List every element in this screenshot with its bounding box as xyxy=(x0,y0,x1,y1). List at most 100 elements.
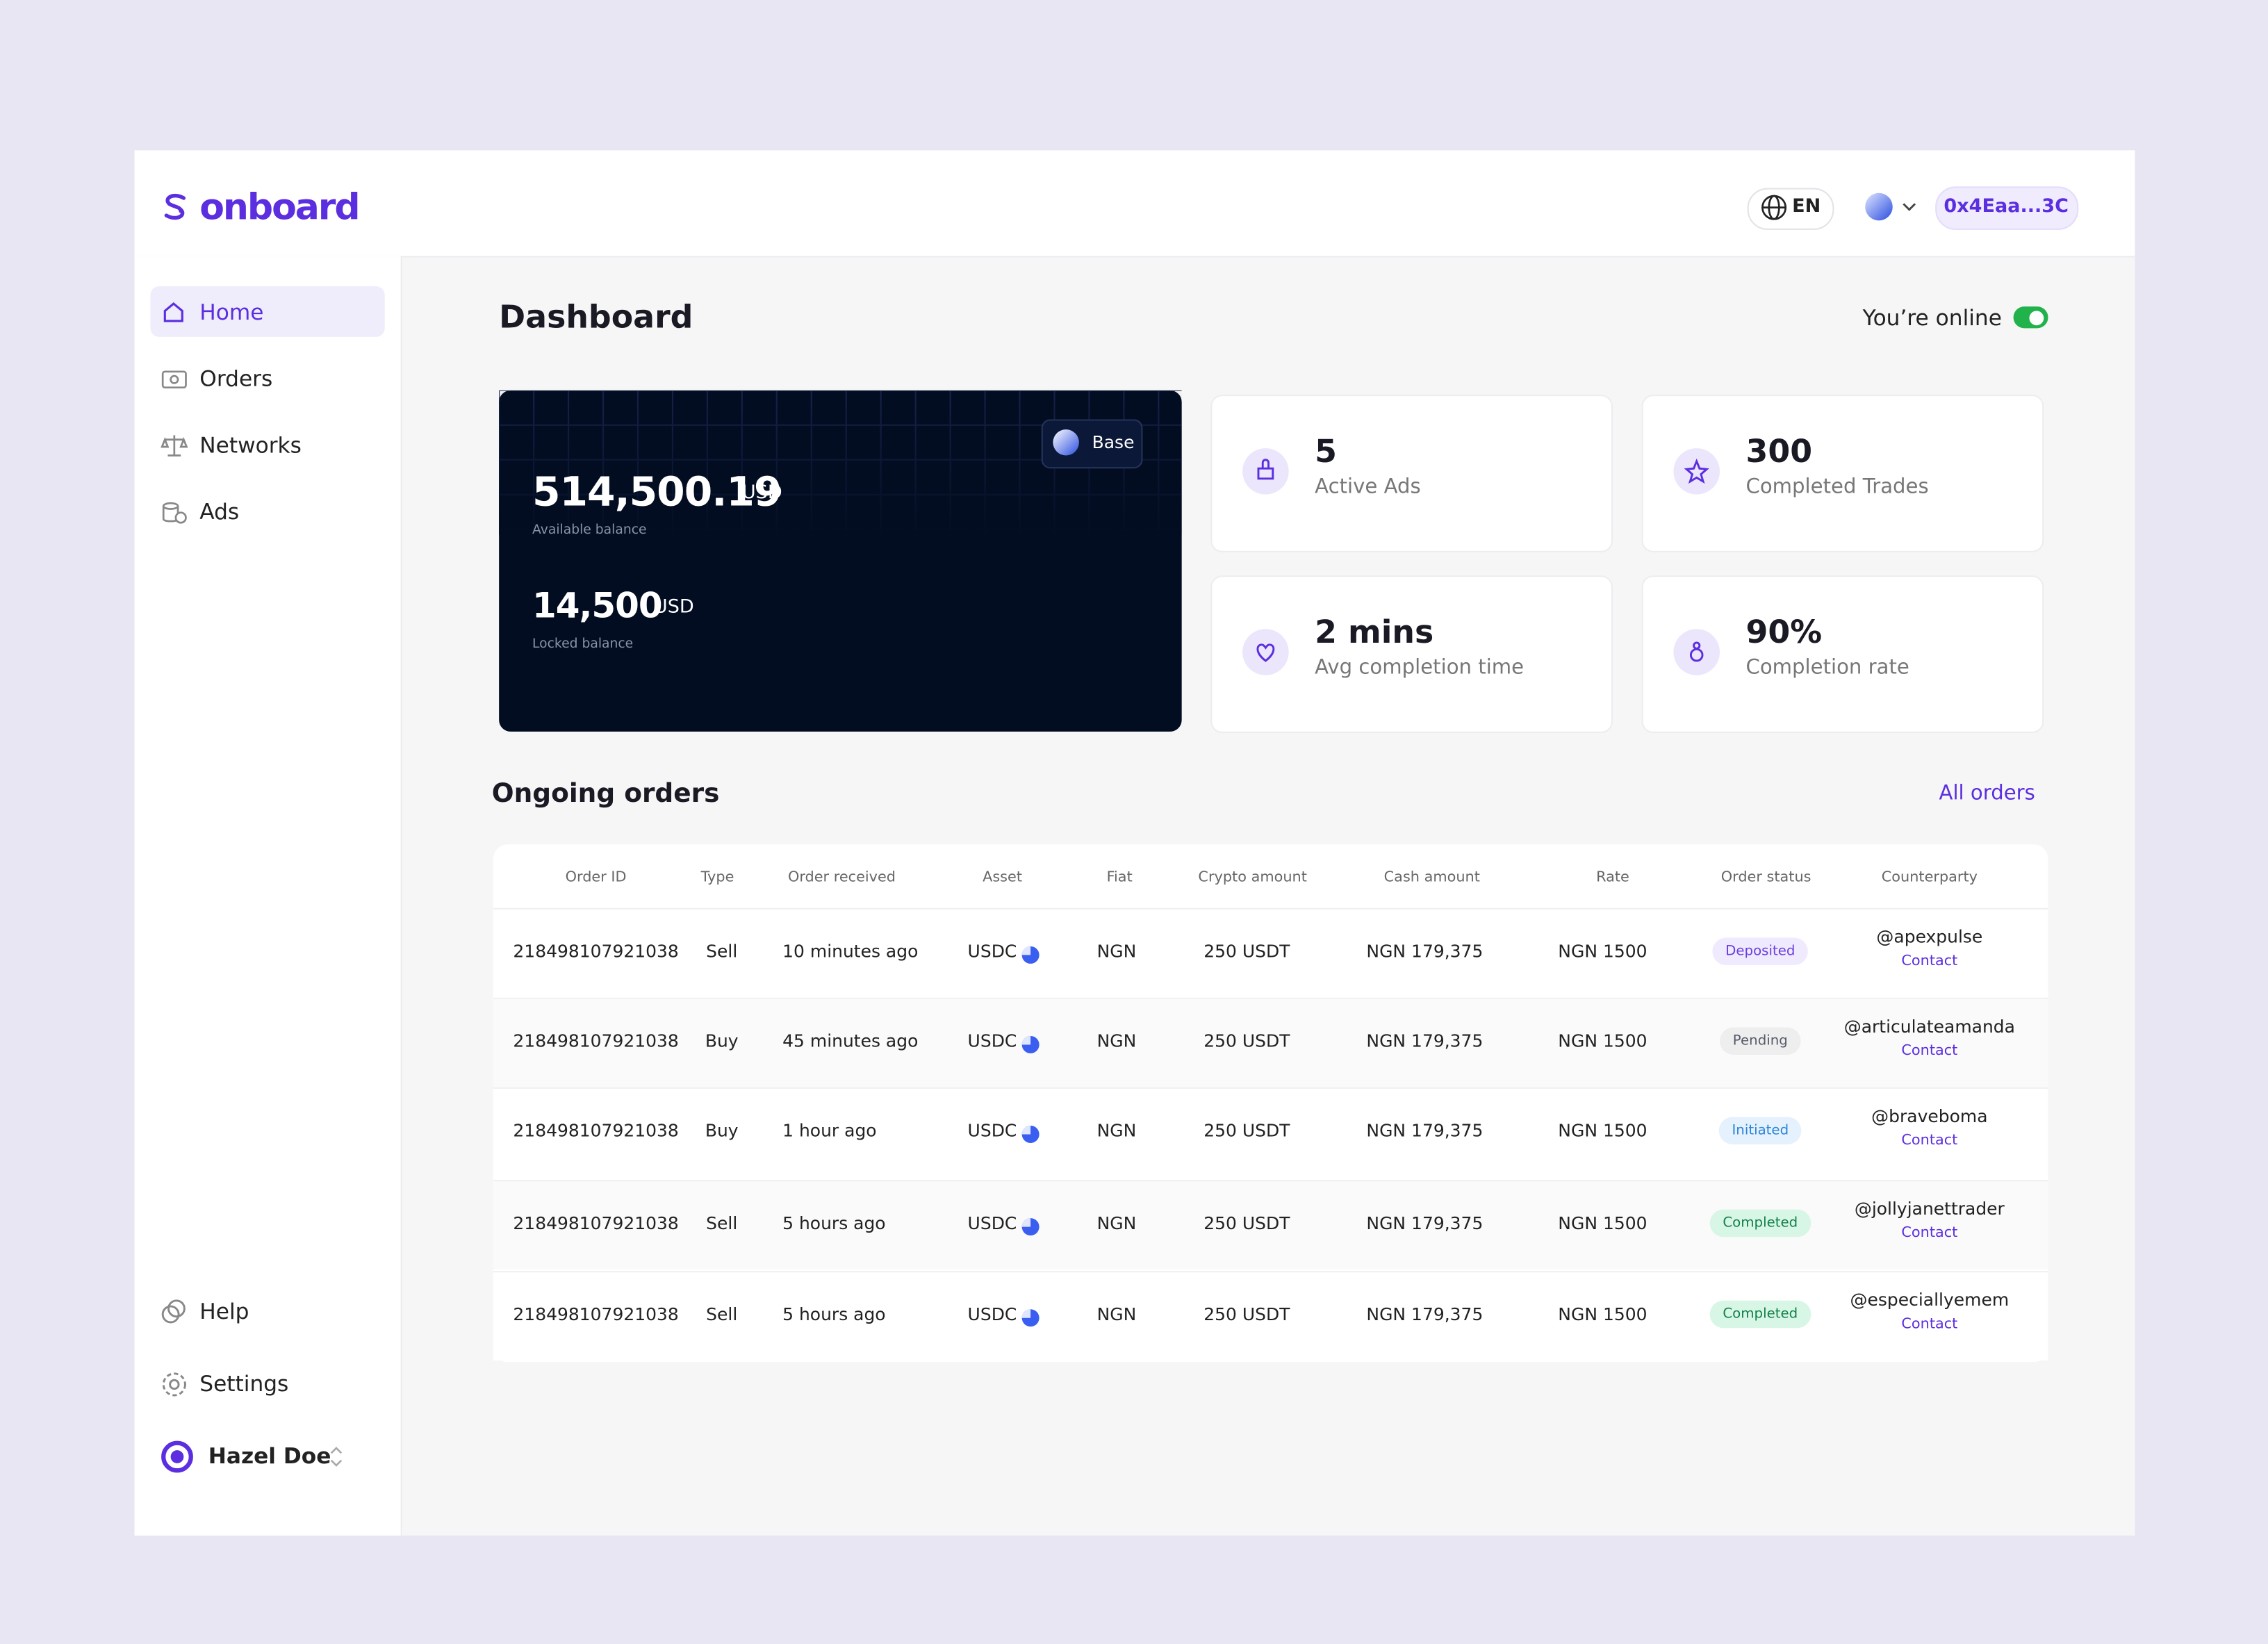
language[interactable]: EN xyxy=(1792,195,1821,218)
column-header: Asset xyxy=(983,869,1023,886)
contact-link[interactable]: Contact xyxy=(1901,1043,1958,1060)
stat-label: Avg completion time xyxy=(1315,656,1525,680)
cell-cash: NGN 179,375 xyxy=(1366,1304,1484,1325)
contact-link[interactable]: Contact xyxy=(1901,1316,1958,1333)
cell-rate: NGN 1500 xyxy=(1558,1030,1647,1051)
stat-icon xyxy=(1250,455,1282,487)
stat-label: Completed Trades xyxy=(1745,475,1929,499)
all-orders-link[interactable]: All orders xyxy=(1939,782,2035,806)
cell-type: Sell xyxy=(706,941,738,962)
stat-icon-bg xyxy=(1673,629,1720,675)
cell-received: 5 hours ago xyxy=(782,1213,886,1234)
contact-link[interactable]: Contact xyxy=(1901,1225,1958,1242)
stat-card xyxy=(1641,575,2044,734)
stat-value: 5 xyxy=(1315,434,1338,471)
asset-icon-glyph xyxy=(1021,946,1040,964)
stat-label: Completion rate xyxy=(1745,656,1909,680)
nav-icon-glyph xyxy=(163,302,183,322)
nav-item[interactable]: Networks xyxy=(199,432,302,459)
brand[interactable]: onboard xyxy=(199,186,360,228)
nav-icon[interactable] xyxy=(161,432,188,458)
cell-received: 45 minutes ago xyxy=(782,1030,919,1051)
asset-icon-glyph xyxy=(1021,1125,1040,1143)
cell-asset: USDC xyxy=(967,1213,1017,1234)
user-avatar[interactable] xyxy=(161,1440,194,1474)
cell-fiat: NGN xyxy=(1096,1030,1137,1051)
column-header: Order received xyxy=(787,869,896,886)
cell-asset: USDC xyxy=(967,1120,1017,1141)
cell-rate: NGN 1500 xyxy=(1558,941,1647,962)
stat-value: 2 mins xyxy=(1315,615,1434,652)
counterparty: @apexpulse xyxy=(1876,926,1983,947)
column-header: Type xyxy=(700,869,734,886)
nav-active-bg xyxy=(150,286,385,337)
cell-cash: NGN 179,375 xyxy=(1366,1030,1484,1051)
cell-id: 218498107921038 xyxy=(513,941,679,962)
wallet-button[interactable] xyxy=(1935,186,2079,230)
asset-icon-glyph xyxy=(1021,1309,1040,1327)
stat-icon-bg xyxy=(1242,629,1289,675)
asset-icon xyxy=(1021,1306,1040,1327)
cell-rate: NGN 1500 xyxy=(1558,1120,1647,1141)
globe-icon-glyph xyxy=(1761,195,1787,220)
stat-value: 300 xyxy=(1745,434,1813,471)
nav-icon[interactable] xyxy=(161,1299,188,1326)
status-badge: Completed xyxy=(1709,1209,1811,1238)
nav-icon-glyph xyxy=(161,435,188,457)
cell-type: Buy xyxy=(705,1120,739,1141)
counterparty: @especiallyemem xyxy=(1850,1290,2010,1310)
asset-icon xyxy=(1021,943,1040,964)
status-badge: Pending xyxy=(1720,1027,1801,1055)
asset-icon xyxy=(1021,1215,1040,1236)
contact-link[interactable]: Contact xyxy=(1901,953,1958,970)
cell-crypto: 250 USDT xyxy=(1203,1030,1290,1051)
cell-received: 10 minutes ago xyxy=(782,941,919,962)
cell-crypto: 250 USDT xyxy=(1203,1304,1290,1325)
cell-crypto: 250 USDT xyxy=(1203,941,1290,962)
stat-icon-bg xyxy=(1673,448,1720,495)
globe-icon xyxy=(1760,194,1788,222)
network-icon xyxy=(1051,428,1080,457)
cell-fiat: NGN xyxy=(1096,1120,1137,1141)
network-switch-glyph xyxy=(1865,192,1916,221)
cell-type: Buy xyxy=(705,1030,739,1051)
column-header: Crypto amount xyxy=(1198,869,1307,886)
cell-cash: NGN 179,375 xyxy=(1366,1213,1484,1234)
user-menu-chevron[interactable] xyxy=(329,1445,345,1469)
cell-rate: NGN 1500 xyxy=(1558,1213,1647,1234)
nav-icon[interactable] xyxy=(161,299,188,325)
cell-rate: NGN 1500 xyxy=(1558,1304,1647,1325)
section-title: Ongoing orders xyxy=(491,778,720,809)
column-header: Order ID xyxy=(565,869,627,886)
stat-value: 90% xyxy=(1745,615,1823,652)
user-name[interactable]: Hazel Doe xyxy=(208,1442,331,1470)
nav-icon-glyph xyxy=(161,1299,186,1324)
stat-icon-glyph xyxy=(1689,641,1704,662)
nav-icon[interactable] xyxy=(161,499,188,525)
stat-icon xyxy=(1681,455,1713,487)
wallet-address[interactable]: 0x4Eaa...3C xyxy=(1944,195,2069,218)
nav-item[interactable]: Help xyxy=(199,1298,249,1325)
stat-icon xyxy=(1250,636,1282,668)
stat-icon-bg xyxy=(1242,448,1289,495)
available-balance: 514,500.19 xyxy=(532,468,782,516)
logo-mark-glyph xyxy=(164,193,186,220)
nav-item[interactable]: Settings xyxy=(199,1370,289,1397)
status-badge: Completed xyxy=(1709,1300,1811,1329)
nav-icon-glyph xyxy=(162,1372,186,1397)
nav-item[interactable]: Ads xyxy=(199,498,240,525)
nav-icon[interactable] xyxy=(161,1371,188,1399)
contact-link[interactable]: Contact xyxy=(1901,1133,1958,1149)
online-toggle-knob xyxy=(2029,311,2044,326)
nav-item[interactable]: Orders xyxy=(199,365,273,392)
network-icon-glyph xyxy=(1053,429,1079,456)
sidebar xyxy=(134,256,402,1536)
network-switch[interactable] xyxy=(1864,192,1922,222)
stat-icon-glyph xyxy=(1256,643,1275,662)
cell-type: Sell xyxy=(706,1304,738,1325)
nav-item[interactable]: Home xyxy=(199,299,264,326)
nav-icon[interactable] xyxy=(161,365,188,391)
asset-icon xyxy=(1021,1122,1040,1143)
cell-id: 218498107921038 xyxy=(513,1304,679,1325)
